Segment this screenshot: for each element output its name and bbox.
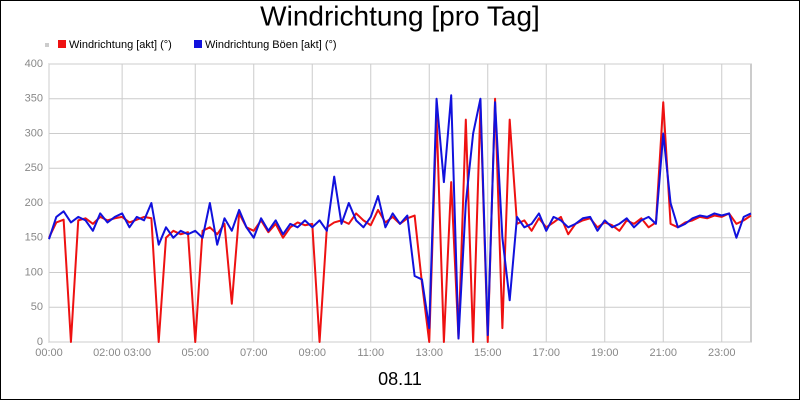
chart-title: Windrichtung [pro Tag] bbox=[260, 0, 540, 31]
legend-swatch bbox=[58, 40, 66, 48]
y-tick-label: 0 bbox=[37, 336, 43, 348]
x-axis-label: 08.11 bbox=[378, 369, 422, 389]
x-tick-label: 09:00 bbox=[298, 347, 326, 359]
series-line bbox=[48, 94, 752, 340]
x-tick-label: 07:00 bbox=[240, 347, 268, 359]
y-tick-label: 50 bbox=[31, 301, 43, 313]
x-tick-label: 13:00 bbox=[415, 347, 443, 359]
legend-label: Windrichtung [akt] (°) bbox=[69, 39, 172, 51]
x-tick-label: 23:00 bbox=[708, 347, 736, 359]
y-tick-label: 200 bbox=[25, 197, 43, 209]
x-tick-label: 21:00 bbox=[649, 347, 677, 359]
x-tick-label: 15:00 bbox=[474, 347, 502, 359]
x-tick-label: 19:00 bbox=[591, 347, 619, 359]
legend-swatch bbox=[194, 40, 202, 48]
y-tick-label: 250 bbox=[25, 162, 43, 174]
y-tick-label: 150 bbox=[25, 232, 43, 244]
x-tick-label: 05:00 bbox=[181, 347, 209, 359]
x-tick-label: 11:00 bbox=[357, 347, 384, 359]
legend-label: Windrichtung Böen [akt] (°) bbox=[205, 39, 337, 51]
y-tick-label: 350 bbox=[25, 93, 43, 105]
legend-marker bbox=[45, 43, 49, 47]
x-tick-label: 17:00 bbox=[532, 347, 560, 359]
y-tick-label: 300 bbox=[25, 127, 43, 139]
x-tick-label: 02:00 03:00 bbox=[93, 347, 151, 359]
y-tick-label: 400 bbox=[25, 58, 43, 70]
y-tick-label: 100 bbox=[25, 266, 43, 278]
x-tick-label: 00:00 bbox=[35, 347, 63, 359]
